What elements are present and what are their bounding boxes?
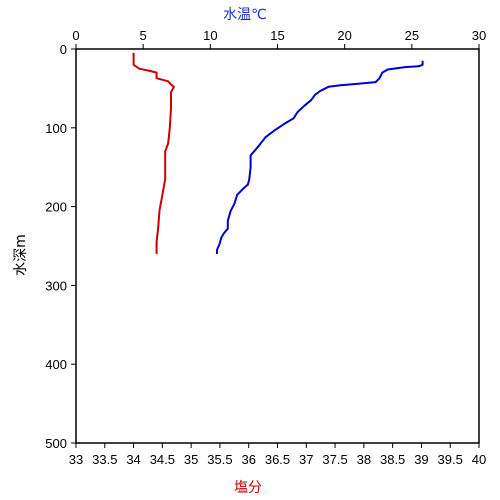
bottom-tick-label: 34 [126,452,140,467]
bottom-tick-label: 39.5 [438,452,463,467]
top-tick-label: 15 [270,28,284,43]
bottom-tick-label: 36 [241,452,255,467]
left-tick-label: 0 [60,42,67,57]
bottom-tick-label: 34.5 [150,452,175,467]
bottom-tick-label: 33 [69,452,83,467]
top-axis-title: 水温℃ [223,7,267,23]
bottom-tick-label: 37.5 [322,452,347,467]
plot-frame [75,48,480,444]
left-tick-label: 500 [45,436,67,451]
left-axis-title: 水深m [13,234,29,276]
bottom-tick-label: 38.5 [380,452,405,467]
left-tick-label: 200 [45,200,67,215]
left-tick-label: 100 [45,121,67,136]
salinity-series-line [132,52,175,254]
bottom-axis-ticks: 33 33.5 34 34.5 35 35.5 36 36.5 37 37.5 38 38.5 39 39… [69,443,486,467]
left-tick-label: 300 [45,278,67,293]
top-tick-label: 20 [337,28,351,43]
bottom-tick-label: 37 [299,452,313,467]
left-axis-ticks: 0 100 200 300 400 500 [45,42,76,451]
bottom-tick-label: 39 [414,452,428,467]
top-tick-label: 0 [72,28,79,43]
bottom-tick-label: 35.5 [207,452,232,467]
temperature-series-line [216,60,424,254]
top-tick-label: 30 [472,28,486,43]
top-tick-label: 25 [405,28,419,43]
top-tick-label: 10 [203,28,217,43]
bottom-tick-label: 38 [357,452,371,467]
bottom-tick-label: 36.5 [265,452,290,467]
series-group [132,52,424,254]
bottom-tick-label: 35 [184,452,198,467]
left-tick-label: 400 [45,357,67,372]
top-tick-label: 5 [140,28,147,43]
top-axis-ticks: 0 5 10 15 20 25 30 [72,28,486,49]
bottom-tick-label: 40 [472,452,486,467]
bottom-axis-title: 塩分 [234,480,262,496]
bottom-tick-label: 33.5 [92,452,117,467]
